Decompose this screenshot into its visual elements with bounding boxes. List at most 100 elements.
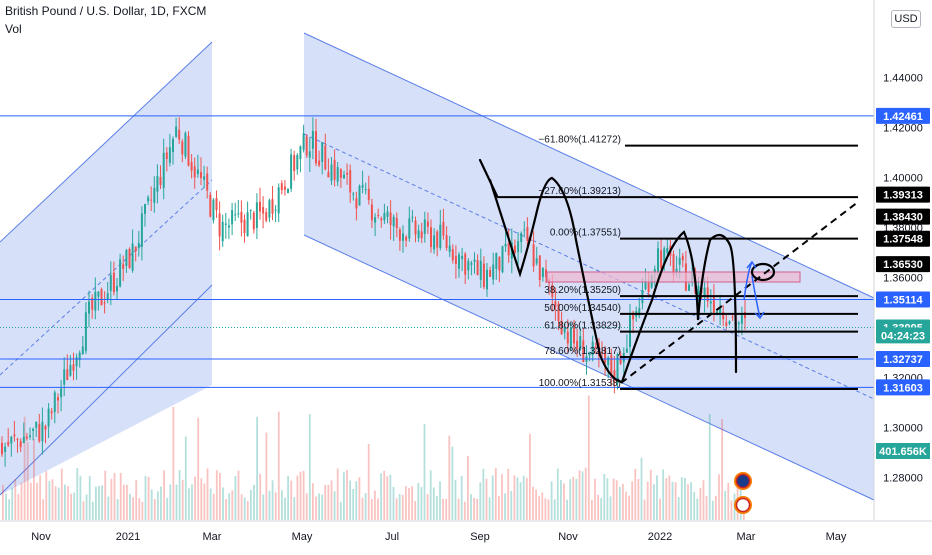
volume-bar bbox=[628, 495, 630, 520]
volume-bar bbox=[119, 472, 122, 520]
volume-bar bbox=[222, 487, 224, 520]
volume-bar bbox=[383, 470, 386, 520]
volume-bar bbox=[467, 456, 469, 520]
candle-body bbox=[613, 370, 616, 382]
volume-bar bbox=[57, 487, 60, 520]
candle-body bbox=[545, 269, 547, 277]
candle-body bbox=[318, 160, 321, 166]
candle-body bbox=[507, 243, 510, 256]
volume-bar bbox=[184, 436, 187, 520]
price-badge-label: 1.36530 bbox=[883, 259, 923, 271]
volume-bar bbox=[277, 411, 280, 520]
candle-body bbox=[168, 147, 171, 163]
volume-bar bbox=[212, 493, 215, 520]
channels bbox=[0, 32, 875, 501]
candle-body bbox=[697, 285, 700, 298]
volume-bar bbox=[556, 468, 559, 520]
candle-body bbox=[541, 267, 544, 278]
candle-body bbox=[579, 336, 582, 350]
candle-body bbox=[218, 213, 221, 237]
candle-body bbox=[100, 289, 103, 306]
volume-bar bbox=[246, 501, 249, 520]
volume-bar bbox=[603, 473, 606, 520]
candle-body bbox=[398, 229, 401, 241]
price-badge bbox=[876, 107, 930, 124]
volume-bar bbox=[197, 417, 200, 520]
volume-bar bbox=[392, 486, 395, 520]
volume-bar bbox=[538, 496, 541, 520]
candle-body bbox=[520, 233, 523, 242]
volume-bar bbox=[172, 406, 175, 520]
volume-bar bbox=[631, 481, 634, 520]
volume-bar bbox=[727, 482, 730, 520]
volume-bar bbox=[445, 498, 448, 520]
candle-body bbox=[209, 194, 212, 217]
price-tick-label: 1.30000 bbox=[883, 422, 923, 434]
fib-label: −27.60%(1.39213) bbox=[538, 186, 621, 197]
volume-bar bbox=[98, 486, 100, 520]
candle-body bbox=[728, 321, 731, 324]
candle-body bbox=[187, 136, 190, 166]
candle-body bbox=[576, 340, 579, 350]
volume-bar bbox=[370, 499, 373, 520]
volume-bar bbox=[132, 497, 134, 520]
volume-bar bbox=[8, 499, 10, 520]
volume-bar bbox=[532, 486, 534, 520]
candle-body bbox=[200, 172, 202, 179]
volume-bar bbox=[23, 416, 26, 520]
candle-body bbox=[19, 441, 22, 448]
volume-bar bbox=[116, 499, 119, 520]
candle-body bbox=[172, 138, 174, 153]
candle-body bbox=[22, 437, 25, 444]
time-tick-label: May bbox=[826, 531, 847, 543]
candle-body bbox=[426, 221, 429, 227]
candle-body bbox=[296, 154, 299, 170]
volume-bar bbox=[14, 479, 17, 520]
candle-body bbox=[165, 152, 168, 159]
volume-bar bbox=[659, 498, 661, 520]
volume-bar bbox=[76, 468, 79, 520]
rising-channel-lower bbox=[0, 284, 213, 496]
candle-body bbox=[262, 207, 265, 214]
candle-body bbox=[72, 364, 75, 371]
volume-bar bbox=[612, 478, 615, 520]
candle-body bbox=[414, 220, 417, 235]
fib-label: 0.00%(1.37551) bbox=[550, 228, 621, 239]
volume-bar bbox=[240, 494, 243, 520]
candle-body bbox=[125, 249, 128, 266]
price-tick-label: 1.28000 bbox=[883, 472, 923, 484]
candle-body bbox=[551, 284, 554, 298]
volume-bar bbox=[113, 472, 116, 520]
volume-bar bbox=[39, 475, 41, 520]
volume-bar bbox=[507, 468, 510, 520]
candle-body bbox=[203, 176, 206, 180]
volume-bar bbox=[129, 493, 131, 520]
volume-bar bbox=[160, 486, 162, 520]
volume-bar bbox=[386, 476, 389, 520]
volume-bar bbox=[60, 468, 63, 520]
arrow-up bbox=[743, 260, 757, 301]
volume-bar bbox=[653, 484, 655, 520]
candle-body bbox=[604, 348, 607, 363]
candle-body bbox=[53, 392, 56, 412]
candle-body bbox=[386, 211, 389, 217]
volume-bar bbox=[355, 481, 358, 520]
candle-body bbox=[361, 184, 364, 188]
volume-bar bbox=[349, 480, 351, 520]
volume-bar bbox=[11, 487, 14, 520]
volume-bar bbox=[51, 479, 54, 520]
candle-body bbox=[57, 397, 59, 401]
currency-button[interactable]: USD bbox=[891, 10, 921, 28]
volume-bar bbox=[690, 482, 692, 520]
price-badge-label: 1.35114 bbox=[883, 295, 923, 307]
volume-bar bbox=[163, 470, 165, 520]
volume-bar bbox=[609, 496, 612, 520]
candle-body bbox=[501, 246, 504, 273]
candle-body bbox=[178, 129, 181, 140]
volume-bar bbox=[405, 486, 407, 520]
candle-body bbox=[402, 233, 404, 241]
volume-bar bbox=[256, 416, 258, 520]
time-tick-label: Jul bbox=[385, 531, 399, 543]
